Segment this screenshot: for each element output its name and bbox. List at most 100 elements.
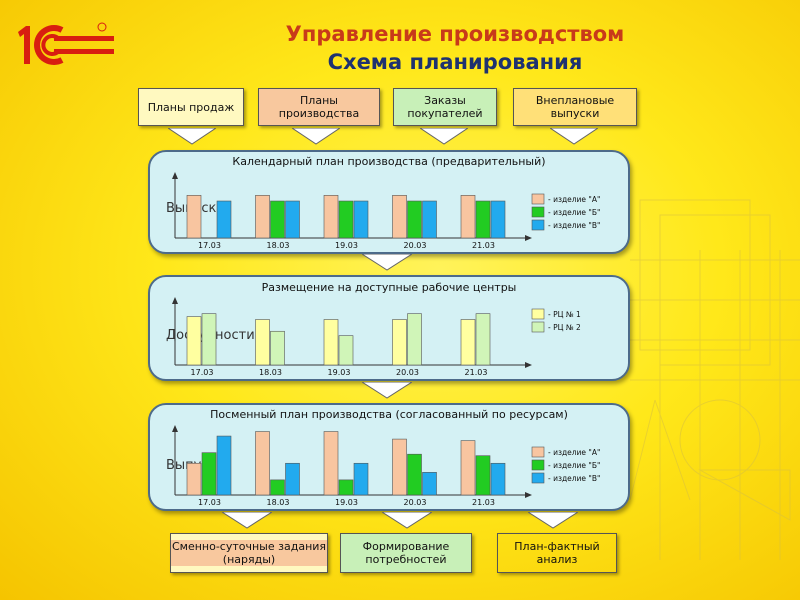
legend-label: - РЦ № 1 — [548, 310, 581, 319]
bar — [353, 200, 369, 239]
logo-1c — [18, 22, 114, 65]
bar — [392, 319, 407, 366]
legend-label: - изделие "Б" — [548, 461, 600, 470]
bar — [460, 440, 476, 496]
x-axis-arrow-icon — [525, 492, 532, 498]
x-tick-label: 18.03 — [259, 368, 282, 377]
x-tick-label: 20.03 — [404, 498, 427, 507]
x-tick-label: 17.03 — [198, 498, 221, 507]
x-axis-arrow-icon — [525, 235, 532, 241]
legend-swatch — [531, 321, 545, 333]
legend-label: - изделие "В" — [548, 474, 600, 483]
x-axis-arrow-icon — [525, 362, 532, 368]
bar — [338, 335, 354, 366]
bar — [407, 453, 422, 496]
output-box-label: Формирование потребностей — [362, 540, 450, 566]
legend-swatch — [531, 219, 545, 231]
input-box-production-plans: Планы производства — [258, 88, 380, 126]
input-box-label: Планы продаж — [147, 100, 235, 114]
panel-title: Посменный план производства (согласованн… — [210, 408, 568, 421]
bar — [285, 462, 300, 496]
x-tick-label: 18.03 — [267, 498, 290, 507]
panel-title: Размещение на доступные рабочие центры — [261, 281, 517, 294]
bar — [475, 200, 491, 239]
legend-swatch — [531, 193, 545, 205]
legend-label: - изделие "Б" — [548, 208, 600, 217]
bar — [285, 200, 300, 239]
panel-calendar-plan: Календарный план производства (предварит… — [148, 150, 630, 254]
bar — [255, 431, 270, 496]
legend-label: - изделие "В" — [548, 221, 600, 230]
input-box-label: Планы производства — [278, 94, 360, 120]
legend-swatch — [531, 446, 545, 458]
bar — [392, 438, 407, 496]
bar — [422, 200, 437, 239]
legend-swatch — [531, 472, 545, 484]
legend-label: - изделие "А" — [548, 195, 600, 204]
bar — [475, 313, 491, 366]
bar — [475, 455, 491, 496]
down-arrow-icon — [168, 128, 216, 145]
bar — [460, 319, 476, 366]
output-box-label: Сменно-суточные задания (наряды) — [171, 540, 327, 566]
bar — [216, 200, 232, 239]
bar — [323, 319, 339, 366]
x-tick-label: 19.03 — [335, 498, 358, 507]
bar — [490, 200, 506, 239]
x-tick-label: 18.03 — [267, 241, 290, 250]
bar — [270, 200, 285, 239]
y-axis-arrow-icon — [172, 297, 178, 304]
x-tick-label: 21.03 — [472, 498, 495, 507]
down-arrow-icon — [222, 512, 272, 529]
bar — [186, 462, 202, 496]
x-tick-label: 21.03 — [472, 241, 495, 250]
x-tick-label: 20.03 — [396, 368, 419, 377]
down-arrow-icon — [362, 382, 412, 399]
x-tick-label: 21.03 — [465, 368, 488, 377]
input-box-unplanned-releases: Внеплановые выпуски — [513, 88, 637, 126]
legend-label: - РЦ № 2 — [548, 323, 581, 332]
input-box-sales-plans: Планы продаж — [138, 88, 244, 126]
legend-swatch — [531, 206, 545, 218]
down-arrow-icon — [362, 254, 412, 271]
bar — [255, 195, 270, 239]
legend-swatch — [531, 308, 545, 320]
bar — [255, 319, 270, 366]
bar — [323, 431, 339, 496]
panel-title: Календарный план производства (предварит… — [232, 155, 546, 168]
panel-work-center-allocation: Размещение на доступные рабочие центры Д… — [148, 275, 630, 381]
x-tick-label: 19.03 — [335, 241, 358, 250]
x-tick-label: 19.03 — [328, 368, 351, 377]
bar — [407, 313, 422, 366]
down-arrow-icon — [292, 128, 340, 145]
output-box-requirements: Формирование потребностей — [340, 533, 472, 573]
down-arrow-icon — [420, 128, 468, 145]
input-box-label: Заказы покупателей — [407, 94, 483, 120]
input-box-label: Внеплановые выпуски — [535, 94, 615, 120]
legend-label: - изделие "А" — [548, 448, 600, 457]
bar — [490, 462, 506, 496]
bar — [216, 435, 232, 496]
down-arrow-icon — [550, 128, 598, 145]
bar — [270, 479, 285, 496]
bar — [338, 200, 354, 239]
bar — [353, 462, 369, 496]
bar — [338, 479, 354, 496]
bar — [201, 313, 217, 366]
bar — [422, 472, 437, 496]
bar — [186, 195, 202, 239]
bar — [186, 316, 202, 366]
x-tick-label: 17.03 — [191, 368, 214, 377]
bar — [407, 200, 422, 239]
down-arrow-icon — [382, 512, 432, 529]
output-box-plan-fact-analysis: План-фактный анализ — [497, 533, 617, 573]
panel-shift-plan: Посменный план производства (согласованн… — [148, 403, 630, 511]
y-axis-arrow-icon — [172, 425, 178, 432]
legend-swatch — [531, 459, 545, 471]
bar — [201, 452, 217, 496]
bar — [270, 330, 285, 366]
